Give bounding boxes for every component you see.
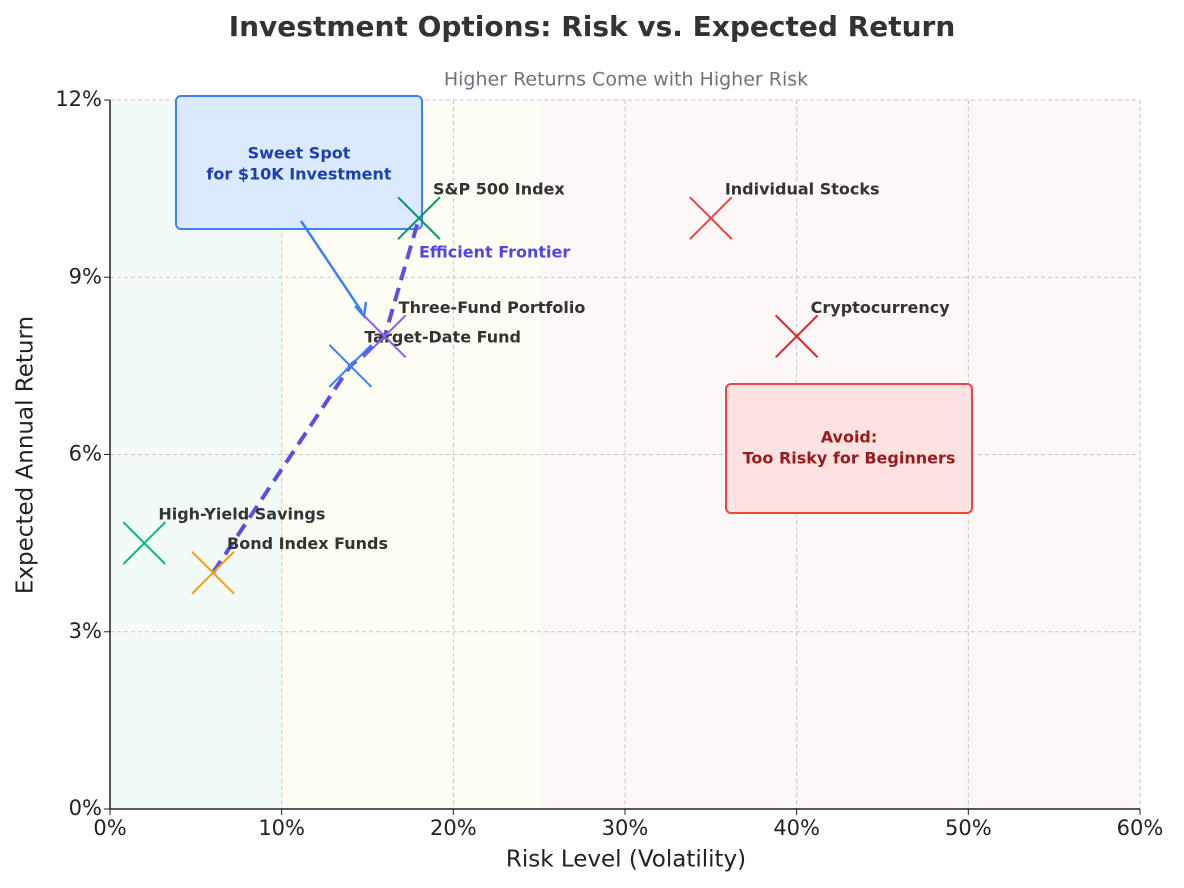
efficient-frontier [211,217,421,574]
sweet-spot-annotation: Sweet Spot for $10K Investment [206,143,391,183]
point-marker [328,344,373,388]
point-label: Cryptocurrency [811,298,951,317]
x-tick-label: 40% [773,816,820,840]
point-label: Target-Date Fund [364,327,521,346]
y-axis-label: Expected Annual Return [13,316,39,594]
avoid-annotation: Avoid: Too Risky for Beginners [743,427,956,467]
annotation-arrow [299,220,364,313]
frontier-label: Efficient Frontier [419,243,570,262]
y-tick-label: 3% [69,619,102,643]
point-label: Bond Index Funds [227,534,388,553]
point-label: Three-Fund Portfolio [399,298,586,317]
avoid-box [725,383,973,514]
point-label: Individual Stocks [725,180,880,199]
point-marker [397,196,441,240]
x-tick-label: 0% [93,816,126,840]
x-tick-label: 30% [602,816,649,840]
chart-subtitle: Higher Returns Come with Higher Risk [444,69,808,91]
point-marker [191,550,235,595]
y-tick-label: 9% [69,264,102,288]
x-tick-label: 20% [430,816,477,840]
y-tick-label: 12% [55,87,102,111]
x-tick-label: 60% [1117,816,1164,840]
point-label: S&P 500 Index [433,180,565,199]
x-tick-label: 50% [945,816,992,840]
y-tick-label: 6% [69,442,102,466]
point-marker [122,521,167,565]
point-label: High-Yield Savings [158,505,325,524]
point-marker [362,314,407,359]
chart-title: Investment Options: Risk vs. Expected Re… [229,10,956,43]
y-tick-label: 0% [69,796,102,820]
sweet-spot-box [175,95,423,230]
point-marker [689,196,733,240]
x-tick-label: 10% [258,816,305,840]
point-marker [774,314,819,359]
x-axis-label: Risk Level (Volatility) [506,847,746,873]
